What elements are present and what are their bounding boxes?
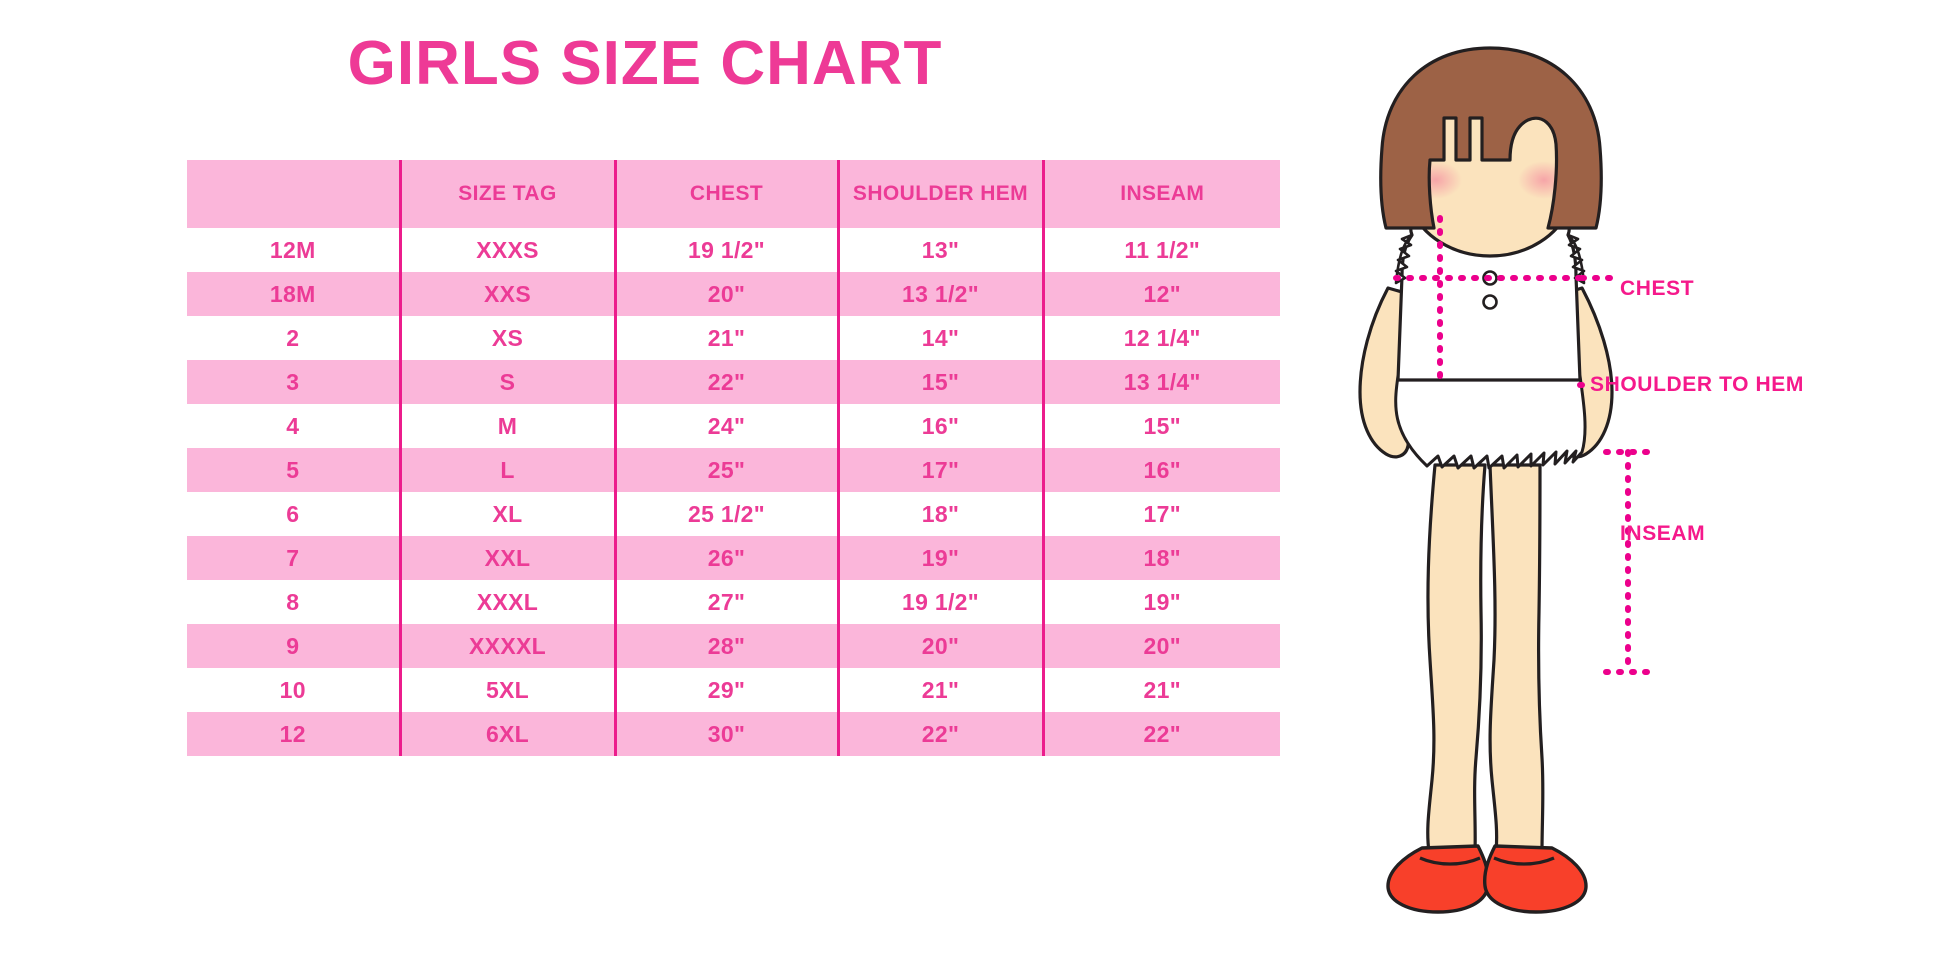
cell-shoulder-hem: 19 1/2": [836, 580, 1043, 624]
button-icon: [1482, 294, 1498, 310]
cell-chest: 22": [613, 360, 838, 404]
cell-inseam: 16": [1041, 448, 1280, 492]
table-row: 12M XXXS 19 1/2" 13" 11 1/2": [187, 228, 1280, 272]
shoes: [1386, 844, 1588, 914]
cell-chest: 21": [613, 316, 838, 360]
cell-chest: 19 1/2": [613, 228, 838, 272]
girl-figure-illustration: [1358, 46, 1651, 914]
cell-size: 6: [187, 492, 400, 536]
cell-inseam: 20": [1041, 624, 1280, 668]
cell-shoulder-hem: 20": [836, 624, 1043, 668]
table-row: 3 S 22" 15" 13 1/4": [187, 360, 1280, 404]
cell-shoulder-hem: 14": [836, 316, 1043, 360]
cell-size-tag: XL: [398, 492, 615, 536]
column-header-size-tag: SIZE TAG: [398, 160, 615, 228]
table-row: 18M XXS 20" 13 1/2" 12": [187, 272, 1280, 316]
cell-size-tag: M: [398, 404, 615, 448]
figure-label-shoulder-to-hem: SHOULDER TO HEM: [1590, 373, 1804, 396]
cell-inseam: 15": [1041, 404, 1280, 448]
cell-chest: 26": [613, 536, 838, 580]
size-chart-table: SIZE TAG CHEST SHOULDER HEM INSEAM 12M X…: [187, 160, 1280, 756]
cell-shoulder-hem: 16": [836, 404, 1043, 448]
cell-chest: 25": [613, 448, 838, 492]
cell-size-tag: XXL: [398, 536, 615, 580]
table-row: 12 6XL 30" 22" 22": [187, 712, 1280, 756]
table-row: 6 XL 25 1/2" 18" 17": [187, 492, 1280, 536]
table-header-row: SIZE TAG CHEST SHOULDER HEM INSEAM: [187, 160, 1280, 228]
cell-size: 5: [187, 448, 400, 492]
measurement-guides: [1393, 215, 1651, 675]
cell-size-tag: 5XL: [398, 668, 615, 712]
cell-shoulder-hem: 21": [836, 668, 1043, 712]
cell-chest: 27": [613, 580, 838, 624]
cell-size-tag: 6XL: [398, 712, 615, 756]
cell-inseam: 12": [1041, 272, 1280, 316]
cell-inseam: 11 1/2": [1041, 228, 1280, 272]
column-header-chest: CHEST: [613, 160, 838, 228]
column-header-size: [187, 160, 400, 228]
cell-inseam: 13 1/4": [1041, 360, 1280, 404]
cell-size: 2: [187, 316, 400, 360]
cell-chest: 29": [613, 668, 838, 712]
table-row: 2 XS 21" 14" 12 1/4": [187, 316, 1280, 360]
table-row: 9 XXXXL 28" 20" 20": [187, 624, 1280, 668]
page-title: GIRLS SIZE CHART: [347, 29, 943, 98]
table-row: 5 L 25" 17" 16": [187, 448, 1280, 492]
cell-size: 12M: [187, 228, 400, 272]
cell-size-tag: S: [398, 360, 615, 404]
cell-size: 3: [187, 360, 400, 404]
cell-inseam: 12 1/4": [1041, 316, 1280, 360]
cell-shoulder-hem: 18": [836, 492, 1043, 536]
legs: [1426, 463, 1545, 854]
cell-chest: 25 1/2": [613, 492, 838, 536]
size-chart-table-container: SIZE TAG CHEST SHOULDER HEM INSEAM 12M X…: [187, 160, 1280, 756]
cell-shoulder-hem: 13": [836, 228, 1043, 272]
cell-size-tag: XXXS: [398, 228, 615, 272]
column-header-inseam: INSEAM: [1041, 160, 1280, 228]
cell-size: 12: [187, 712, 400, 756]
cell-inseam: 17": [1041, 492, 1280, 536]
cell-size: 18M: [187, 272, 400, 316]
measurement-figure-panel: CHEST SHOULDER TO HEM INSEAM: [1330, 40, 1946, 940]
ruffled-bottom: [1394, 374, 1587, 470]
cell-chest: 30": [613, 712, 838, 756]
figure-label-inseam: INSEAM: [1620, 522, 1706, 545]
cell-size-tag: L: [398, 448, 615, 492]
cell-size-tag: XXXXL: [398, 624, 615, 668]
table-body: 12M XXXS 19 1/2" 13" 11 1/2" 18M XXS 20"…: [187, 228, 1280, 756]
cell-size: 7: [187, 536, 400, 580]
cell-shoulder-hem: 19": [836, 536, 1043, 580]
cell-size-tag: XS: [398, 316, 615, 360]
table-row: 10 5XL 29" 21" 21": [187, 668, 1280, 712]
cell-shoulder-hem: 15": [836, 360, 1043, 404]
cell-size: 10: [187, 668, 400, 712]
cell-shoulder-hem: 13 1/2": [836, 272, 1043, 316]
column-header-shoulder-hem: SHOULDER HEM: [836, 160, 1043, 228]
cell-size-tag: XXS: [398, 272, 615, 316]
cell-size: 8: [187, 580, 400, 624]
table-row: 7 XXL 26" 19" 18": [187, 536, 1280, 580]
table-row: 8 XXXL 27" 19 1/2" 19": [187, 580, 1280, 624]
cell-inseam: 18": [1041, 536, 1280, 580]
table-header: SIZE TAG CHEST SHOULDER HEM INSEAM: [187, 160, 1280, 228]
cell-size: 9: [187, 624, 400, 668]
cell-inseam: 22": [1041, 712, 1280, 756]
cell-size: 4: [187, 404, 400, 448]
cell-chest: 28": [613, 624, 838, 668]
cell-size-tag: XXXL: [398, 580, 615, 624]
cell-inseam: 21": [1041, 668, 1280, 712]
cell-chest: 20": [613, 272, 838, 316]
table-row: 4 M 24" 16" 15": [187, 404, 1280, 448]
head: [1379, 46, 1603, 258]
cell-inseam: 19": [1041, 580, 1280, 624]
cell-shoulder-hem: 22": [836, 712, 1043, 756]
cell-chest: 24": [613, 404, 838, 448]
figure-label-chest: CHEST: [1620, 277, 1695, 300]
cell-shoulder-hem: 17": [836, 448, 1043, 492]
